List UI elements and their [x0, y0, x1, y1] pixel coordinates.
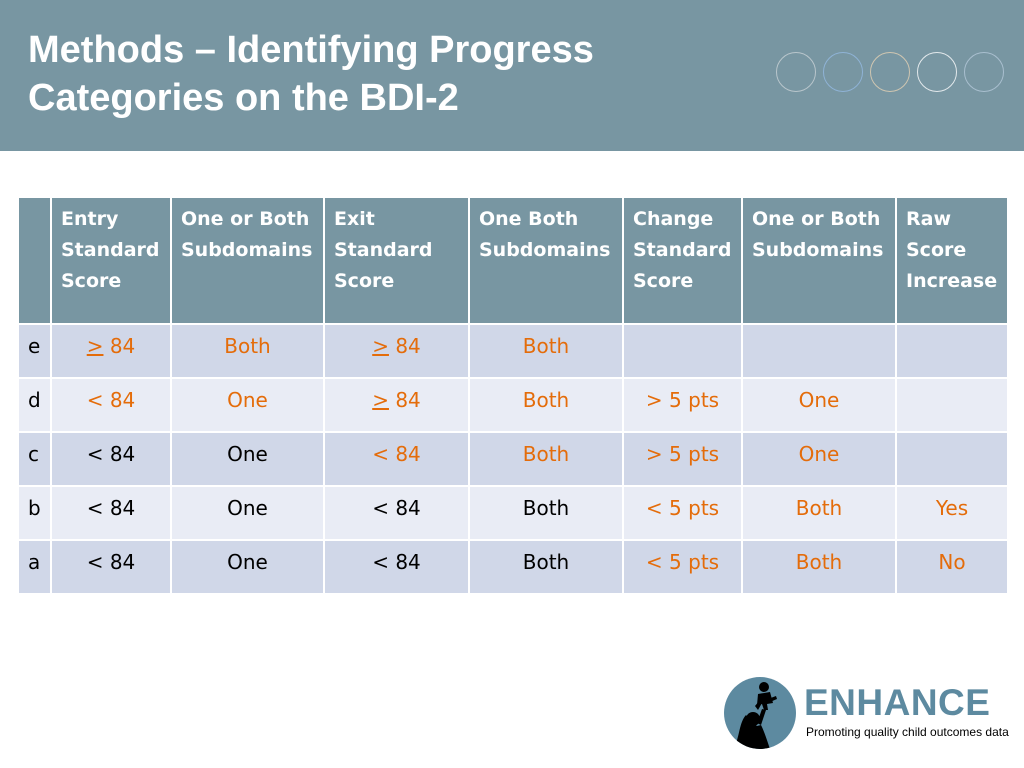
table-cell: > 5 pts: [622, 377, 743, 433]
greater-or-equal-symbol: >: [372, 334, 389, 358]
table-cell: Both: [468, 377, 624, 433]
table-cell: Both: [468, 431, 624, 487]
header-cell: Raw Score Increase: [895, 196, 1009, 325]
table-cell: < 84: [323, 431, 470, 487]
header-cell: One or Both Subdomains: [170, 196, 325, 325]
header-cell-row-label: [17, 196, 52, 325]
table-cell: > 84: [323, 323, 470, 379]
table-cell: One: [170, 539, 325, 595]
table-cell: Both: [741, 485, 897, 541]
header-cell: Change Standard Score: [622, 196, 743, 325]
header-cell: One or Both Subdomains: [741, 196, 897, 325]
table-cell: > 84: [50, 323, 172, 379]
table-cell: [895, 431, 1009, 487]
ring-icon: [917, 52, 957, 92]
table-row: b < 84 One < 84 Both < 5 pts Both Yes: [17, 485, 1009, 541]
table-cell: One: [741, 431, 897, 487]
row-category-label: a: [17, 539, 52, 595]
table-header-row: Entry Standard Score One or Both Subdomai…: [17, 196, 1009, 325]
table-cell: One: [170, 431, 325, 487]
table-row: a < 84 One < 84 Both < 5 pts Both No: [17, 539, 1009, 595]
row-category-label: d: [17, 377, 52, 433]
table-cell: > 84: [323, 377, 470, 433]
header-cell: One Both Subdomains: [468, 196, 624, 325]
table-cell: One: [170, 377, 325, 433]
enhance-logo: ENHANCE Promoting quality child outcomes…: [724, 677, 1014, 749]
greater-or-equal-symbol: >: [86, 334, 104, 358]
table-cell: [895, 377, 1009, 433]
table-cell: One: [170, 485, 325, 541]
table-cell: [622, 323, 743, 379]
table-cell: < 84: [50, 485, 172, 541]
table-cell: < 5 pts: [622, 485, 743, 541]
table-cell: No: [895, 539, 1009, 595]
table-cell: < 84: [50, 539, 172, 595]
title-line-2: Categories on the BDI-2: [28, 77, 459, 119]
table-cell: One: [741, 377, 897, 433]
ring-icon: [964, 52, 1004, 92]
logo-name: ENHANCE: [804, 682, 991, 723]
header-bar: Methods – Identifying Progress Categorie…: [0, 0, 1024, 151]
table-body: e > 84 Both > 84 Both d < 84 One > 84 Both > 5 pts…: [17, 323, 1009, 595]
header-cell: Exit Standard Score: [323, 196, 470, 325]
table-cell: Both: [468, 323, 624, 379]
header-cell: Entry Standard Score: [50, 196, 172, 325]
table-cell: < 84: [50, 377, 172, 433]
table-cell: Both: [468, 485, 624, 541]
cell-value: 84: [103, 334, 136, 358]
table-cell: < 84: [50, 431, 172, 487]
table-cell: [741, 323, 897, 379]
table-cell: Both: [741, 539, 897, 595]
row-category-label: b: [17, 485, 52, 541]
table-cell: < 84: [323, 539, 470, 595]
table-cell: Both: [170, 323, 325, 379]
table-cell: < 84: [323, 485, 470, 541]
parent-lifting-child-icon: [724, 677, 796, 749]
ring-icon: [870, 52, 910, 92]
cell-value: 84: [388, 334, 421, 358]
cell-value: 84: [388, 388, 421, 412]
table-cell: < 5 pts: [622, 539, 743, 595]
page-title: Methods – Identifying Progress Categorie…: [28, 26, 594, 122]
ring-icon: [776, 52, 816, 92]
table-cell: Yes: [895, 485, 1009, 541]
table-row: c < 84 One < 84 Both > 5 pts One: [17, 431, 1009, 487]
table-cell: Both: [468, 539, 624, 595]
logo-tagline: Promoting quality child outcomes data: [806, 725, 1009, 739]
table-row: d < 84 One > 84 Both > 5 pts One: [17, 377, 1009, 433]
row-category-label: c: [17, 431, 52, 487]
table-cell: [895, 323, 1009, 379]
greater-or-equal-symbol: >: [372, 388, 389, 412]
ring-icon: [823, 52, 863, 92]
title-line-1: Methods – Identifying Progress: [28, 29, 594, 71]
row-category-label: e: [17, 323, 52, 379]
table-row: e > 84 Both > 84 Both: [17, 323, 1009, 379]
progress-categories-table: Entry Standard Score One or Both Subdomai…: [17, 196, 1009, 595]
table-cell: > 5 pts: [622, 431, 743, 487]
